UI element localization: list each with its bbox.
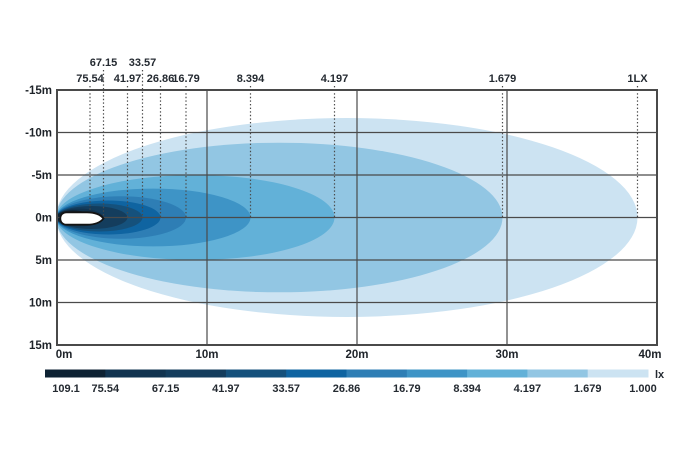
legend-value-label: 26.86 (333, 383, 361, 395)
legend-color-segment (467, 369, 528, 378)
legend-value-label: 109.1 (52, 383, 80, 395)
legend-color-segment (346, 369, 408, 378)
x-axis-tick-label: 40m (638, 349, 661, 361)
legend-color-segment (45, 369, 106, 378)
lux-value-label-1.679: 1.679 (489, 73, 517, 85)
legend-value-label: 75.54 (92, 383, 120, 395)
x-axis-tick-label: 0m (56, 349, 73, 361)
legend-unit-label: lx (655, 369, 665, 381)
y-axis-tick-label: 0m (35, 213, 52, 225)
legend-color-segment (527, 369, 589, 378)
legend-value-label: 1.000 (629, 383, 657, 395)
lux-value-label-75.54: 75.54 (76, 73, 104, 85)
lux-value-label-67.15: 67.15 (90, 57, 118, 69)
lux-value-label-4.197: 4.197 (321, 73, 349, 85)
x-axis-tick-label: 20m (345, 349, 368, 361)
legend-color-segment (406, 369, 468, 378)
legend-value-label: 8.394 (453, 383, 481, 395)
x-axis-tick-label: 10m (195, 349, 218, 361)
legend-value-label: 4.197 (514, 383, 542, 395)
legend-value-label: 67.15 (152, 383, 180, 395)
lux-value-label-16.79: 16.79 (172, 73, 200, 85)
legend-color-segment (165, 369, 227, 378)
legend-color-segment (286, 369, 347, 378)
legend-color-segment (225, 369, 287, 378)
lux-value-label-33.57: 33.57 (129, 57, 157, 69)
legend-color-segment (105, 369, 167, 378)
legend-value-label: 33.57 (272, 383, 300, 395)
legend-value-label: 41.97 (212, 383, 240, 395)
y-axis-tick-label: -15m (25, 85, 52, 97)
legend-color-segment (587, 369, 649, 378)
lux-value-label-41.97: 41.97 (114, 73, 142, 85)
plot-frame (56, 89, 658, 346)
y-axis-tick-label: 5m (35, 255, 52, 267)
lamp-icon (59, 211, 105, 226)
legend-value-label: 16.79 (393, 383, 421, 395)
lux-value-label-26.86: 26.86 (147, 73, 175, 85)
x-axis-tick-label: 30m (495, 349, 518, 361)
y-axis-tick-label: 15m (29, 340, 52, 352)
legend-value-label: 1.679 (574, 383, 602, 395)
y-axis-tick-label: -5m (32, 170, 52, 182)
lux-value-label-1.000: 1LX (627, 73, 648, 85)
lux-value-label-8.394: 8.394 (237, 73, 265, 85)
y-axis-tick-label: 10m (29, 298, 52, 310)
y-axis-tick-label: -10m (25, 128, 52, 140)
